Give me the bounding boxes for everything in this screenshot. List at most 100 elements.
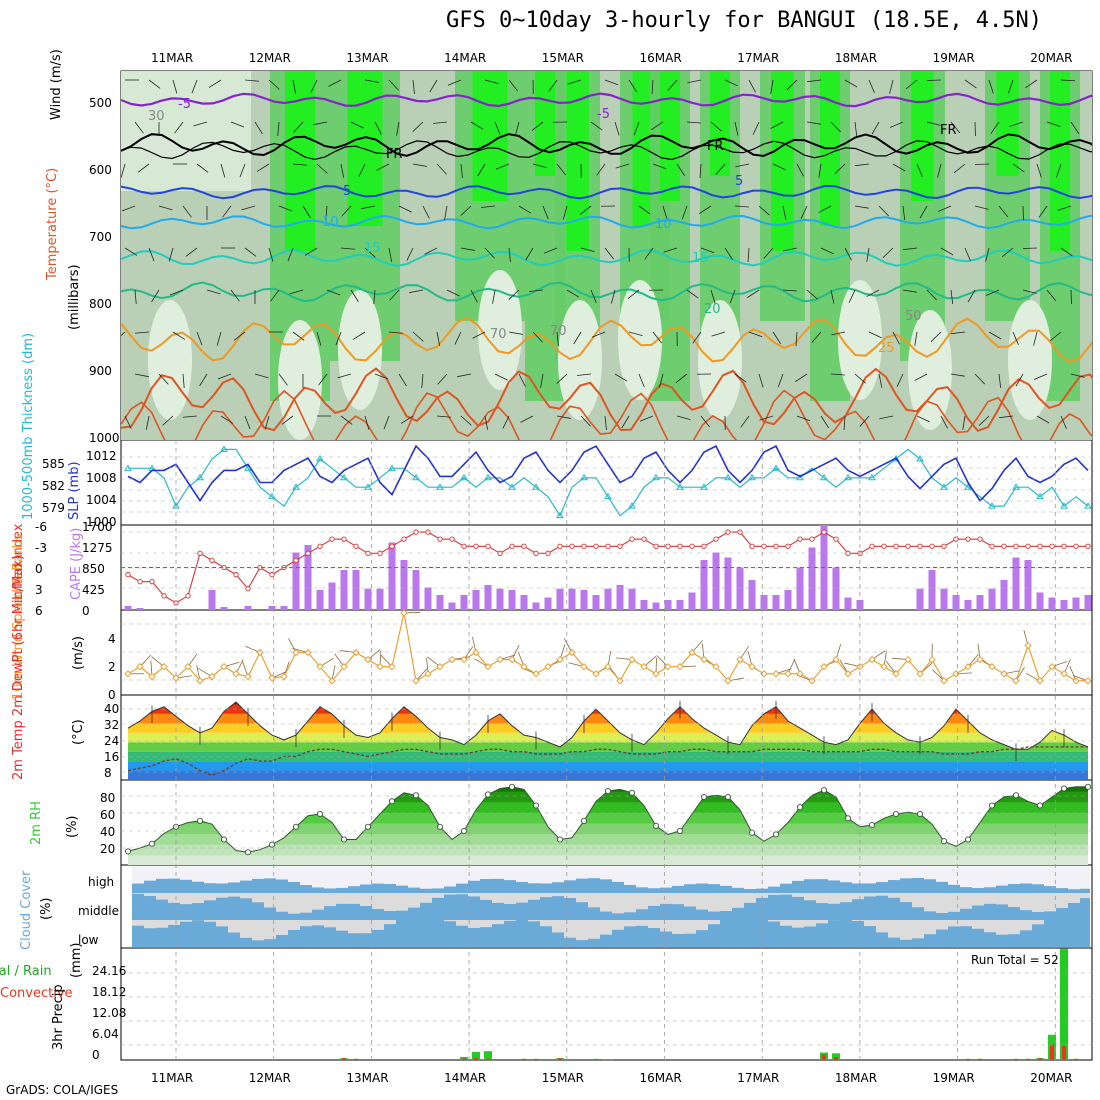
cape-bar <box>796 567 804 610</box>
wind-barb <box>633 121 640 136</box>
cloud-cell <box>888 937 901 947</box>
date-label-top: 14MAR <box>444 51 486 65</box>
cloud-cell <box>552 896 565 920</box>
wind-barb <box>916 163 923 178</box>
lifted-index-marker <box>137 579 143 585</box>
cloud-cell <box>972 905 985 920</box>
wind-barb <box>710 289 716 304</box>
wind-barb <box>747 289 760 298</box>
wind-barb <box>134 373 149 378</box>
lifted-index-marker <box>905 543 911 549</box>
lifted-index-marker <box>1049 543 1055 549</box>
cape-bar <box>544 597 552 610</box>
wind-barb <box>985 247 990 262</box>
wind-barb <box>783 247 798 252</box>
cloud-cell <box>132 925 145 947</box>
cape-bar <box>652 602 660 610</box>
wind-barb <box>953 163 966 174</box>
cloud-cell <box>600 934 613 947</box>
temp-unit-label: (°C) <box>71 719 86 745</box>
rh-marker <box>388 798 396 805</box>
cloud-cell <box>156 927 169 947</box>
rh-marker <box>532 802 540 809</box>
rh-tick: 20 <box>100 842 115 856</box>
cloud-cell-bg <box>1068 866 1081 893</box>
wind-barb <box>919 205 928 219</box>
lifted-index-marker <box>317 543 323 549</box>
wind-barb <box>508 331 523 335</box>
lifted-index-marker <box>533 550 539 556</box>
wind-barb <box>556 331 559 346</box>
wind-barb <box>444 205 448 220</box>
thickness-tick: 585 <box>42 457 65 471</box>
cloud-cell <box>876 882 889 893</box>
cloud-cell-bg <box>420 866 433 893</box>
cloud-cell <box>444 921 457 947</box>
lifted-axis-label: Lifted Index <box>11 523 26 600</box>
rh-saturated-band <box>911 71 934 201</box>
precip-convective-bar <box>978 1058 982 1060</box>
wind-barb <box>1056 163 1062 178</box>
cloud-cell <box>480 879 493 893</box>
cape-bar <box>364 588 372 610</box>
wind-barb <box>492 289 496 304</box>
wind-barb <box>1022 289 1037 294</box>
cape-bar <box>1060 600 1068 610</box>
rh-dry-pocket <box>558 300 602 420</box>
wind-barb <box>830 373 845 376</box>
precip-unit-label: (mm) <box>69 943 84 978</box>
lifted-index-marker <box>233 571 239 578</box>
cloud-cell <box>336 930 349 947</box>
date-label-top: 20MAR <box>1030 51 1072 65</box>
wind-barb <box>281 415 294 425</box>
precip-convective-bar <box>462 1058 466 1060</box>
rh-dry-pocket <box>148 300 192 420</box>
cloud-cell <box>372 883 385 893</box>
wind-barb <box>278 373 288 386</box>
cloud-cell <box>1020 883 1033 893</box>
cloud-cell <box>444 886 457 893</box>
wind-barb <box>191 79 198 94</box>
wind-barb <box>484 415 489 430</box>
cloud-cell <box>864 926 877 947</box>
wind-barb <box>148 79 161 89</box>
wind-barb <box>844 247 852 261</box>
cloud-cell <box>504 903 517 920</box>
wind-barb <box>889 79 894 94</box>
wind-barb <box>914 331 918 346</box>
slp-line <box>127 444 1089 503</box>
wind-barb <box>830 121 842 133</box>
wind-barb <box>388 247 393 262</box>
wind-barb <box>254 121 263 135</box>
wind-barb <box>304 247 318 256</box>
wind-barb <box>882 247 894 259</box>
wind-speed-marker <box>580 663 588 671</box>
cloud-cell <box>240 937 253 947</box>
thickness-marker <box>196 473 204 481</box>
precip-panel <box>120 947 1093 1061</box>
cape-bar <box>592 595 600 610</box>
wind-barb <box>902 289 917 293</box>
cloud-cell <box>360 884 373 893</box>
wind-barb <box>573 331 582 345</box>
wind-barb-10m <box>187 653 198 667</box>
date-label-top: 16MAR <box>640 51 682 65</box>
wind-barb <box>412 163 427 167</box>
wind-speed-marker <box>700 655 708 664</box>
wind-barb <box>244 247 257 257</box>
thickness-marker <box>796 473 804 481</box>
lifted-index-marker <box>869 543 875 549</box>
wind-barb <box>239 163 246 178</box>
rh-marker <box>124 848 132 855</box>
wind-barb <box>902 205 906 220</box>
wind-barb <box>520 415 534 423</box>
wind-barb <box>244 415 251 430</box>
precip-convective-bar <box>1062 1045 1066 1060</box>
pressure-tick: 900 <box>89 364 112 378</box>
cloud-cell <box>168 878 181 893</box>
cloud-cell <box>1020 910 1033 920</box>
wind-barb-10m <box>885 660 897 674</box>
contour-label: 50 <box>905 309 922 324</box>
cloud-cell <box>924 934 937 947</box>
cloud-cell <box>996 904 1009 920</box>
